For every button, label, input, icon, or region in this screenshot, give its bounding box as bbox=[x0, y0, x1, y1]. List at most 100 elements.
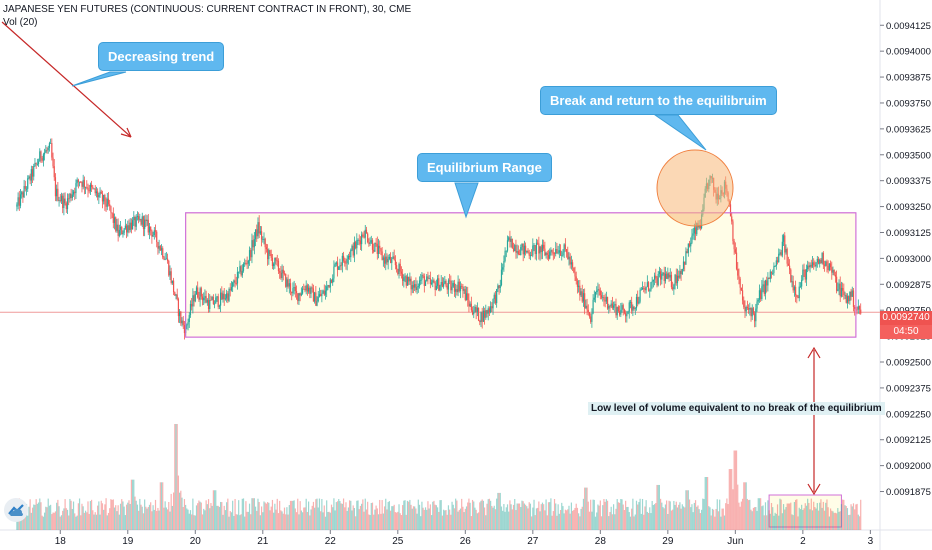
candle-body bbox=[130, 222, 132, 230]
price-tick-label: 0.0092500 bbox=[886, 358, 931, 369]
volume-bar bbox=[146, 508, 148, 530]
candle-body bbox=[787, 263, 789, 266]
volume-bar bbox=[285, 514, 287, 530]
candle-body bbox=[748, 308, 750, 310]
volume-bar bbox=[370, 503, 372, 530]
candle-body bbox=[470, 303, 472, 311]
volume-bar bbox=[826, 499, 828, 530]
volume-bar bbox=[417, 499, 419, 530]
candle-body bbox=[420, 279, 422, 281]
volume-bar bbox=[760, 498, 762, 530]
price-tick-label: 0.0092875 bbox=[886, 280, 931, 291]
volume-bar bbox=[715, 508, 717, 530]
candle-body bbox=[854, 306, 856, 309]
candle-body bbox=[227, 293, 229, 301]
candle-body bbox=[518, 254, 521, 256]
volume-bar bbox=[457, 511, 459, 530]
volume-bar bbox=[227, 498, 229, 530]
candle-body bbox=[121, 227, 123, 235]
price-tick-label: 0.0092250 bbox=[886, 409, 931, 420]
volume-bar bbox=[814, 507, 816, 530]
equilibrium-range-callout[interactable]: Equilibrium Range bbox=[417, 153, 552, 182]
candle-body bbox=[558, 250, 560, 253]
volume-bar bbox=[169, 511, 171, 530]
candle-body bbox=[218, 305, 220, 307]
volume-bar bbox=[427, 501, 429, 530]
volume-bar bbox=[769, 513, 771, 530]
candle-body bbox=[35, 163, 37, 164]
volume-bar bbox=[305, 498, 307, 530]
candle-body bbox=[277, 260, 280, 272]
volume-indicator-label[interactable]: Vol (20) bbox=[3, 17, 38, 28]
price-tick-label: 0.0094000 bbox=[886, 47, 931, 58]
volume-bar bbox=[142, 513, 145, 530]
volume-bar bbox=[574, 507, 576, 530]
candle-body bbox=[336, 262, 339, 270]
volume-bar bbox=[109, 508, 111, 530]
candle-body bbox=[397, 268, 399, 274]
candle-body bbox=[798, 286, 800, 299]
volume-bar bbox=[97, 505, 99, 530]
tradingview-logo[interactable] bbox=[4, 498, 28, 522]
candle-body bbox=[632, 306, 634, 311]
candle-body bbox=[139, 219, 141, 220]
candle-body bbox=[142, 216, 145, 230]
candle-body bbox=[141, 216, 143, 225]
volume-bar bbox=[487, 499, 489, 530]
candle-body bbox=[675, 274, 677, 284]
candle-body bbox=[858, 306, 861, 310]
volume-bar bbox=[287, 514, 289, 530]
volume-bar bbox=[205, 500, 207, 530]
candle-body bbox=[604, 300, 606, 302]
volume-bar bbox=[213, 490, 216, 530]
candle-body bbox=[404, 276, 406, 278]
candle-body bbox=[606, 296, 609, 309]
candle-body bbox=[559, 250, 562, 256]
volume-bar bbox=[64, 499, 66, 530]
volume-bar bbox=[314, 507, 316, 530]
volume-bar bbox=[56, 502, 58, 530]
volume-bar bbox=[59, 516, 61, 530]
candle-body bbox=[533, 245, 535, 246]
volume-bar bbox=[65, 508, 67, 530]
volume-bar bbox=[668, 500, 670, 530]
volume-bar bbox=[741, 498, 744, 530]
candle-body bbox=[264, 238, 266, 248]
volume-bar bbox=[761, 506, 763, 530]
candle-body bbox=[30, 169, 32, 181]
candle-body bbox=[263, 238, 265, 240]
candle-body bbox=[251, 240, 253, 258]
candle-body bbox=[457, 281, 459, 293]
candle-body bbox=[418, 280, 421, 287]
volume-bar bbox=[456, 500, 458, 530]
volume-bar bbox=[450, 514, 452, 530]
candle-body bbox=[568, 256, 570, 260]
candle-body bbox=[515, 245, 517, 253]
volume-bar bbox=[652, 505, 654, 530]
candle-body bbox=[262, 239, 264, 240]
volume-bar bbox=[505, 507, 507, 530]
volume-note[interactable]: Low level of volume equivalent to no bre… bbox=[588, 402, 885, 415]
volume-bar bbox=[397, 511, 399, 530]
volume-bar bbox=[389, 510, 392, 530]
volume-bar bbox=[453, 508, 456, 530]
volume-bar bbox=[210, 503, 212, 530]
volume-bar bbox=[179, 492, 181, 530]
volume-bar bbox=[528, 502, 530, 530]
candle-body bbox=[326, 286, 328, 291]
symbol-title[interactable]: JAPANESE YEN FUTURES (CONTINUOUS: CURREN… bbox=[3, 4, 412, 15]
volume-bar bbox=[84, 510, 87, 530]
break-return-callout[interactable]: Break and return to the equilibruim bbox=[540, 86, 777, 115]
candle-body bbox=[371, 240, 374, 250]
volume-bar bbox=[182, 506, 184, 530]
candle-body bbox=[592, 299, 594, 314]
candle-body bbox=[106, 198, 108, 207]
volume-bar bbox=[504, 511, 506, 530]
volume-bar bbox=[434, 504, 436, 530]
volume-bar bbox=[191, 514, 193, 530]
volume-bar bbox=[368, 514, 370, 530]
candle-body bbox=[16, 204, 18, 207]
decreasing-trend-callout[interactable]: Decreasing trend bbox=[98, 42, 225, 71]
volume-bar bbox=[139, 498, 141, 530]
